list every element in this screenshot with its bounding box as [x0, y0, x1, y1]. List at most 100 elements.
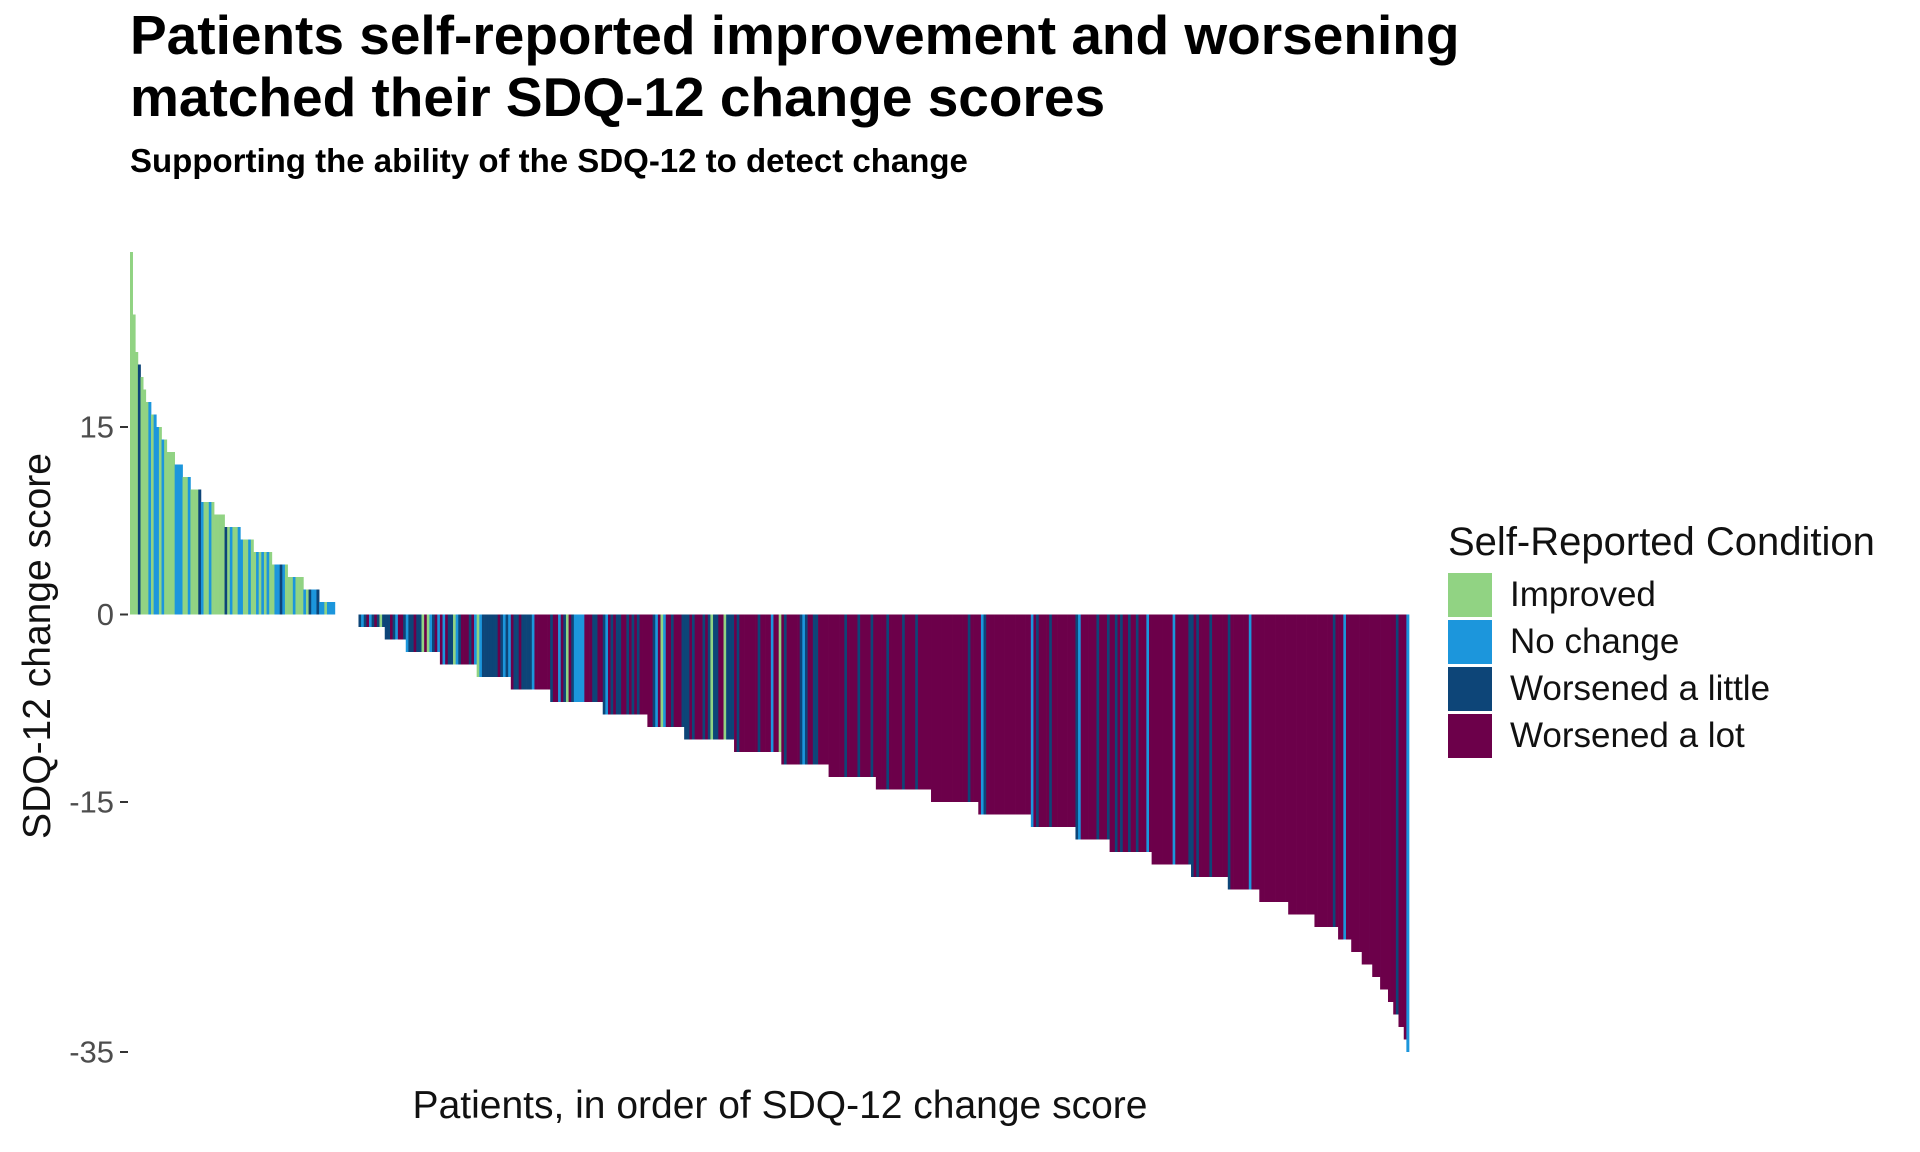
bar	[474, 614, 478, 665]
bar	[734, 614, 738, 752]
bar	[655, 614, 659, 727]
bar	[891, 614, 895, 790]
bar	[269, 552, 273, 615]
bar	[455, 614, 459, 665]
bar	[245, 539, 249, 615]
bar	[663, 614, 667, 727]
bar	[1222, 614, 1226, 877]
bar	[1156, 614, 1160, 865]
bar	[313, 589, 317, 615]
bar	[531, 614, 535, 690]
bar	[198, 489, 202, 615]
bar	[242, 539, 246, 615]
bar	[358, 614, 362, 627]
bar	[1364, 614, 1368, 965]
bar	[161, 439, 165, 615]
legend-title: Self-Reported Condition	[1448, 520, 1875, 564]
bar	[308, 589, 312, 615]
bar	[902, 614, 906, 790]
bar	[865, 614, 869, 777]
bar	[1306, 614, 1310, 915]
bar	[1009, 614, 1013, 815]
bar	[466, 614, 470, 665]
bar	[1359, 614, 1363, 952]
bar	[332, 602, 336, 615]
bar	[1183, 614, 1187, 865]
bar	[248, 539, 252, 615]
bar	[1290, 614, 1294, 915]
bar	[227, 527, 231, 615]
bar	[518, 614, 522, 690]
bar	[870, 614, 874, 777]
bar	[258, 552, 262, 615]
y-tick-label: 0	[97, 597, 114, 632]
bar	[883, 614, 887, 790]
bar	[148, 402, 152, 615]
bar	[1101, 614, 1105, 840]
bar	[214, 514, 218, 615]
bar	[642, 614, 646, 715]
bar	[1206, 614, 1210, 877]
bar	[458, 614, 462, 665]
bar	[418, 614, 422, 652]
bar	[592, 614, 596, 702]
bar	[429, 614, 433, 652]
bar	[812, 614, 816, 765]
bar	[1277, 614, 1281, 902]
bar	[190, 489, 194, 615]
bar	[797, 614, 801, 765]
bar	[1393, 614, 1397, 1015]
bar	[1230, 614, 1234, 890]
bar	[949, 614, 953, 802]
bars-group	[130, 252, 1410, 1052]
bar	[177, 464, 181, 615]
bar	[174, 464, 178, 615]
bar	[368, 614, 372, 627]
bar	[954, 614, 958, 802]
bar	[526, 614, 530, 690]
bar	[852, 614, 856, 777]
bar	[581, 614, 585, 702]
bar	[145, 402, 149, 615]
bar	[886, 614, 890, 790]
bar	[1319, 614, 1323, 927]
bar	[1296, 614, 1300, 915]
bar	[1387, 614, 1391, 1002]
bar	[907, 614, 911, 790]
bar	[741, 614, 745, 752]
bar	[311, 589, 315, 615]
bar	[1256, 614, 1260, 890]
bar	[319, 602, 323, 615]
bar	[568, 614, 572, 702]
bar	[1036, 614, 1040, 827]
bar	[571, 614, 575, 702]
bar	[408, 614, 412, 652]
bar	[899, 614, 903, 790]
bar	[807, 614, 811, 765]
bar	[946, 614, 950, 802]
bar	[324, 602, 328, 615]
chart-subtitle: Supporting the ability of the SDQ-12 to …	[130, 142, 968, 179]
bar	[755, 614, 759, 752]
bar	[1288, 614, 1292, 915]
bar	[1240, 614, 1244, 890]
bar	[1078, 614, 1082, 840]
bar	[1282, 614, 1286, 902]
bar	[1317, 614, 1321, 927]
bar	[910, 614, 913, 790]
bar	[1146, 614, 1150, 852]
bar	[804, 614, 808, 765]
bar	[823, 614, 827, 765]
bar	[938, 614, 942, 802]
bar	[305, 589, 309, 615]
bar	[1028, 614, 1032, 815]
bar	[495, 614, 499, 677]
bar	[747, 614, 751, 752]
bar	[739, 614, 743, 752]
bar	[1051, 614, 1055, 827]
legend-label: No change	[1510, 621, 1680, 661]
bar	[1072, 614, 1076, 827]
bar	[1030, 614, 1034, 827]
bar	[1254, 614, 1258, 890]
bar	[936, 614, 940, 802]
